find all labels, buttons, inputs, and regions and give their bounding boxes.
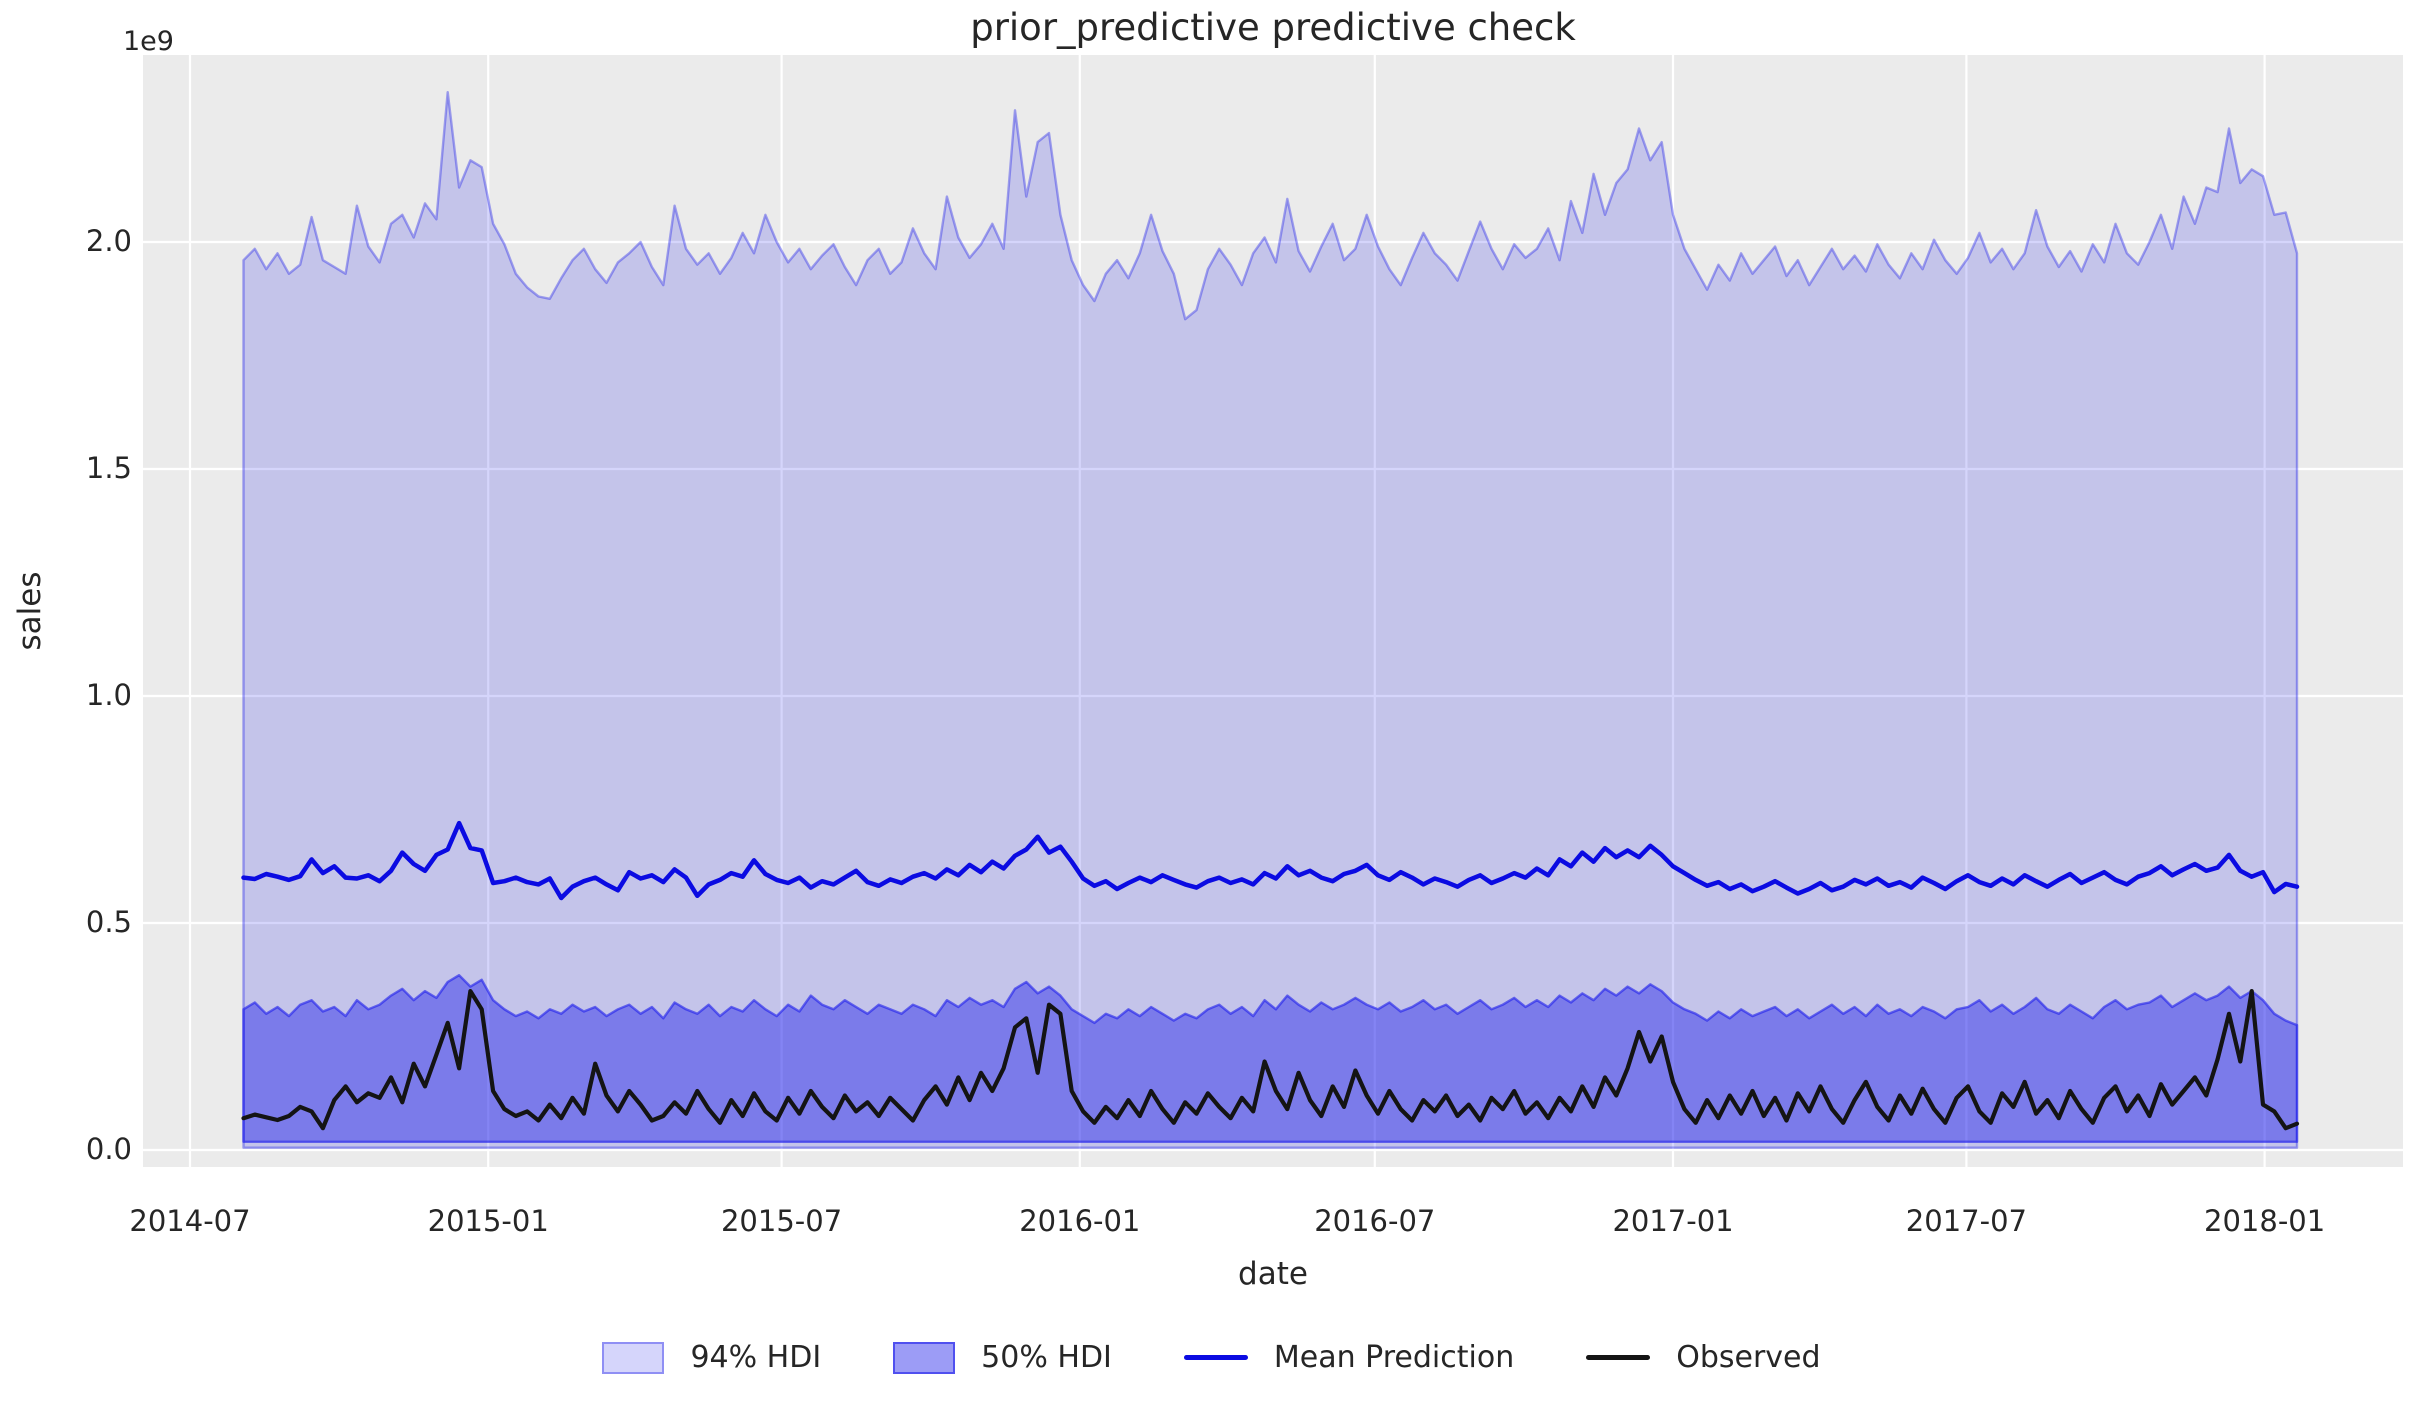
x-tick-label: 2014-07 — [129, 1204, 251, 1238]
y-axis-label: sales — [12, 571, 48, 651]
x-tick-label: 2015-07 — [720, 1204, 843, 1238]
chart-title: prior_predictive predictive check — [970, 6, 1576, 49]
y-tick-label: 0.0 — [85, 1132, 132, 1166]
x-tick-label: 2018-01 — [2204, 1204, 2326, 1238]
y-tick-label: 2.0 — [85, 224, 132, 258]
legend-item: 50% HDI — [893, 1340, 1112, 1375]
plot-area — [143, 55, 2403, 1167]
legend-item: Observed — [1586, 1340, 1821, 1375]
x-tick-label: 2017-01 — [1612, 1204, 1734, 1238]
observed-line — [241, 988, 2300, 1131]
legend: 94% HDI 50% HDI Mean Prediction Observed — [0, 1340, 2423, 1375]
legend-item: Mean Prediction — [1183, 1340, 1515, 1375]
legend-label: 50% HDI — [981, 1340, 1112, 1375]
x-tick-label: 2016-07 — [1314, 1204, 1436, 1238]
y-axis-offset-label: 1e9 — [123, 26, 174, 57]
y-tick-label: 0.5 — [85, 905, 132, 939]
legend-item: 94% HDI — [602, 1340, 821, 1375]
legend-label: Observed — [1676, 1340, 1821, 1375]
legend-swatch-hdi94 — [602, 1341, 665, 1374]
legend-line-sample — [1586, 1355, 1651, 1360]
legend-label: 94% HDI — [690, 1340, 822, 1375]
mean-prediction-line — [241, 820, 2300, 901]
legend-swatch-hdi50 — [893, 1341, 956, 1374]
x-tick-label: 2017-07 — [1905, 1204, 2027, 1238]
plot-background — [143, 55, 2403, 1167]
legend-label: Mean Prediction — [1273, 1340, 1515, 1375]
legend-line-sample — [1183, 1355, 1248, 1360]
x-axis-label: date — [1238, 1256, 1308, 1292]
x-tick-label: 2015-01 — [427, 1204, 549, 1238]
y-tick-label: 1.5 — [85, 451, 132, 485]
x-tick-label: 2016-01 — [1019, 1204, 1141, 1238]
y-tick-label: 1.0 — [85, 678, 132, 712]
